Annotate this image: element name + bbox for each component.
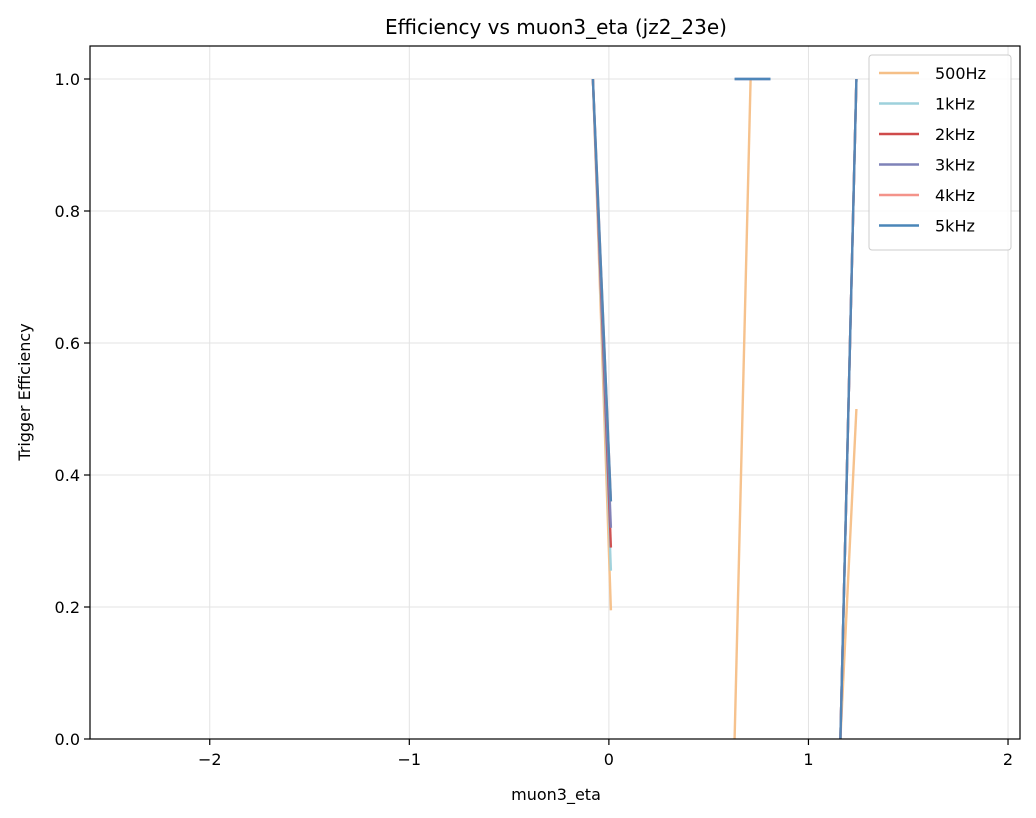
legend-label: 3kHz	[935, 156, 975, 175]
legend-label: 4kHz	[935, 186, 975, 205]
legend: 500Hz 1kHz 2kHz 3kHz 4kHz 5kHz	[868, 54, 1012, 251]
series-line-500Hz-2	[839, 408, 858, 740]
x-axis: −2 −1 0 1 2	[198, 739, 1013, 769]
series-5kHz	[591, 77, 858, 740]
series-line-5kHz-2	[839, 78, 858, 740]
legend-label: 2kHz	[935, 125, 975, 144]
y-tick-label: 1.0	[55, 70, 80, 89]
legend-label: 1kHz	[935, 95, 975, 114]
y-tick-label: 0.6	[55, 334, 80, 353]
series-1kHz	[591, 78, 858, 740]
series-line-500Hz-1	[733, 78, 752, 740]
x-axis-label: muon3_eta	[511, 785, 601, 805]
x-tick-label: 1	[803, 750, 813, 769]
y-tick-label: 0.2	[55, 598, 80, 617]
series-4kHz	[591, 78, 858, 740]
series-3kHz	[591, 77, 858, 740]
series-2kHz	[591, 78, 858, 740]
series-line-5kHz-0	[591, 78, 613, 502]
x-tick-label: −2	[198, 750, 222, 769]
legend-label: 500Hz	[935, 64, 986, 83]
x-tick-label: −1	[398, 750, 422, 769]
y-tick-label: 0.4	[55, 466, 80, 485]
y-axis: 0.0 0.2 0.4 0.6 0.8 1.0	[55, 70, 90, 749]
series-500Hz	[591, 78, 858, 740]
x-tick-label: 2	[1003, 750, 1013, 769]
chart-title: Efficiency vs muon3_eta (jz2_23e)	[385, 15, 727, 39]
y-axis-label: Trigger Efficiency	[15, 323, 34, 461]
y-tick-label: 0.0	[55, 730, 80, 749]
x-tick-label: 0	[604, 750, 614, 769]
y-tick-label: 0.8	[55, 202, 80, 221]
legend-label: 5kHz	[935, 217, 975, 236]
plot-area	[591, 77, 858, 740]
axes-frame	[89, 45, 1021, 740]
